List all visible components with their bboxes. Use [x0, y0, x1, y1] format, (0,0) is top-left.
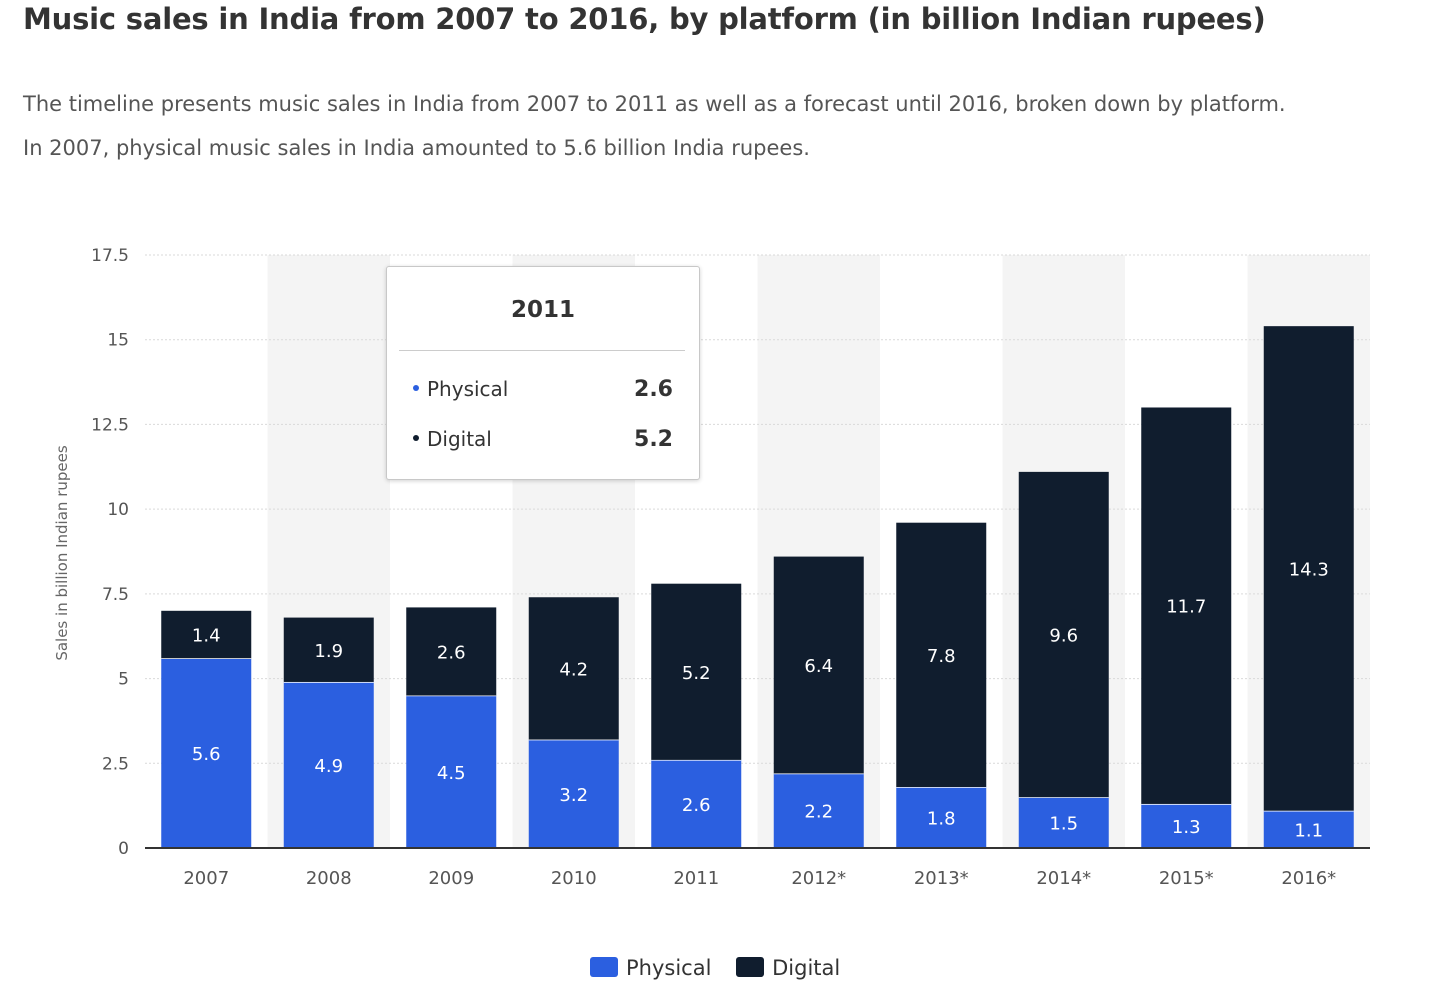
data-label: 5.2 — [682, 663, 711, 684]
bar-physical[interactable] — [896, 787, 987, 848]
tooltip-label: Physical — [427, 377, 509, 401]
y-axis-label: Sales in billion Indian rupees — [53, 445, 71, 661]
bar-digital[interactable] — [283, 617, 374, 682]
tooltip-row-digital: Digital 5.2 — [413, 427, 673, 457]
legend: Physical Digital — [590, 956, 858, 986]
legend-item-digital[interactable]: Digital — [736, 956, 840, 980]
tooltip-label: Digital — [427, 427, 492, 451]
chart-description: The timeline presents music sales in Ind… — [23, 82, 1423, 170]
bar-digital[interactable] — [406, 607, 497, 696]
tooltip-row-physical: Physical 2.6 — [413, 377, 673, 407]
x-tick-label: 2011 — [673, 868, 719, 889]
legend-swatch-digital — [736, 957, 765, 977]
bar-digital[interactable] — [651, 583, 742, 760]
digital-dot-icon — [413, 434, 419, 441]
data-label: 9.6 — [1049, 626, 1078, 647]
data-label: 4.5 — [437, 763, 466, 784]
bar-physical[interactable] — [651, 759, 742, 848]
data-label: 1.9 — [314, 641, 343, 662]
bar-physical[interactable] — [161, 658, 252, 848]
x-axis-ticks: 2007 2008 2009 2010 2011 2012* 2013* 2014* 2015*… — [183, 868, 1336, 889]
bar-digital[interactable] — [1263, 326, 1354, 811]
data-label: 4.9 — [314, 756, 343, 777]
x-tick-label: 2008 — [306, 868, 352, 889]
x-tick-label: 2014* — [1036, 868, 1091, 889]
bar-digital[interactable] — [1141, 407, 1232, 804]
bar-physical[interactable] — [1263, 810, 1354, 848]
bar-digital[interactable] — [528, 597, 619, 740]
y-tick-label: 7.5 — [102, 585, 129, 605]
y-tick-label: 17.5 — [91, 246, 129, 266]
bar-physical[interactable] — [773, 773, 864, 848]
page-title: Music sales in India from 2007 to 2016, … — [23, 2, 1266, 36]
x-tick-label: 2010 — [551, 868, 597, 889]
bar-physical[interactable] — [1141, 803, 1232, 848]
data-label: 2.6 — [437, 642, 466, 663]
bar-physical[interactable] — [528, 739, 619, 848]
x-tick-label: 2013* — [914, 868, 969, 889]
y-tick-label: 5 — [118, 670, 129, 690]
legend-label: Physical — [626, 956, 712, 980]
y-tick-label: 10 — [107, 500, 129, 520]
description-line-1: The timeline presents music sales in Ind… — [23, 92, 1286, 116]
bar-physical[interactable] — [283, 681, 374, 848]
y-tick-label: 15 — [107, 331, 129, 351]
description-line-2: In 2007, physical music sales in India a… — [23, 136, 810, 160]
tooltip-value: 5.2 — [634, 427, 673, 452]
legend-label: Digital — [772, 956, 841, 980]
data-label: 1.1 — [1294, 820, 1323, 841]
data-label: 1.4 — [192, 626, 221, 647]
bar-digital[interactable] — [896, 522, 987, 788]
tooltip-value: 2.6 — [634, 377, 673, 402]
data-label: 1.5 — [1049, 814, 1078, 835]
bars: 5.6 1.4 4.9 1.9 4.5 2.6 3.2 4.2 2.6 5.2 2.2 6.4 1.8 7… — [161, 326, 1354, 848]
data-label: 5.6 — [192, 744, 221, 765]
tooltip: 2011 Physical 2.6 Digital 5.2 — [386, 266, 700, 480]
tooltip-title: 2011 — [510, 297, 575, 323]
y-tick-label: 0 — [118, 839, 129, 859]
bar-physical[interactable] — [406, 695, 497, 848]
x-tick-label: 2016* — [1281, 868, 1336, 889]
data-label: 1.8 — [927, 809, 956, 830]
data-label: 1.3 — [1172, 817, 1201, 838]
physical-dot-icon — [413, 384, 419, 391]
y-axis-ticks: 0 2.5 5 7.5 10 12.5 15 17.5 — [91, 246, 129, 859]
data-label: 14.3 — [1289, 559, 1329, 580]
legend-swatch-physical — [590, 957, 618, 977]
data-label: 4.2 — [559, 659, 588, 680]
bar-digital[interactable] — [773, 556, 864, 774]
y-tick-label: 12.5 — [91, 415, 129, 435]
data-label: 2.2 — [804, 802, 833, 823]
bar-physical[interactable] — [1018, 797, 1109, 848]
x-tick-label: 2015* — [1159, 868, 1214, 889]
y-tick-label: 2.5 — [102, 754, 129, 774]
bar-digital[interactable] — [161, 610, 252, 659]
x-tick-label: 2012* — [791, 868, 846, 889]
data-label: 6.4 — [804, 656, 833, 677]
x-tick-label: 2009 — [428, 868, 474, 889]
x-tick-label: 2007 — [183, 868, 229, 889]
tooltip-divider — [399, 350, 685, 351]
bar-digital[interactable] — [1018, 471, 1109, 798]
legend-item-physical[interactable]: Physical — [590, 956, 711, 980]
data-label: 2.6 — [682, 795, 711, 816]
data-label: 11.7 — [1166, 597, 1206, 618]
data-label: 7.8 — [927, 646, 956, 667]
data-label: 3.2 — [559, 785, 588, 806]
